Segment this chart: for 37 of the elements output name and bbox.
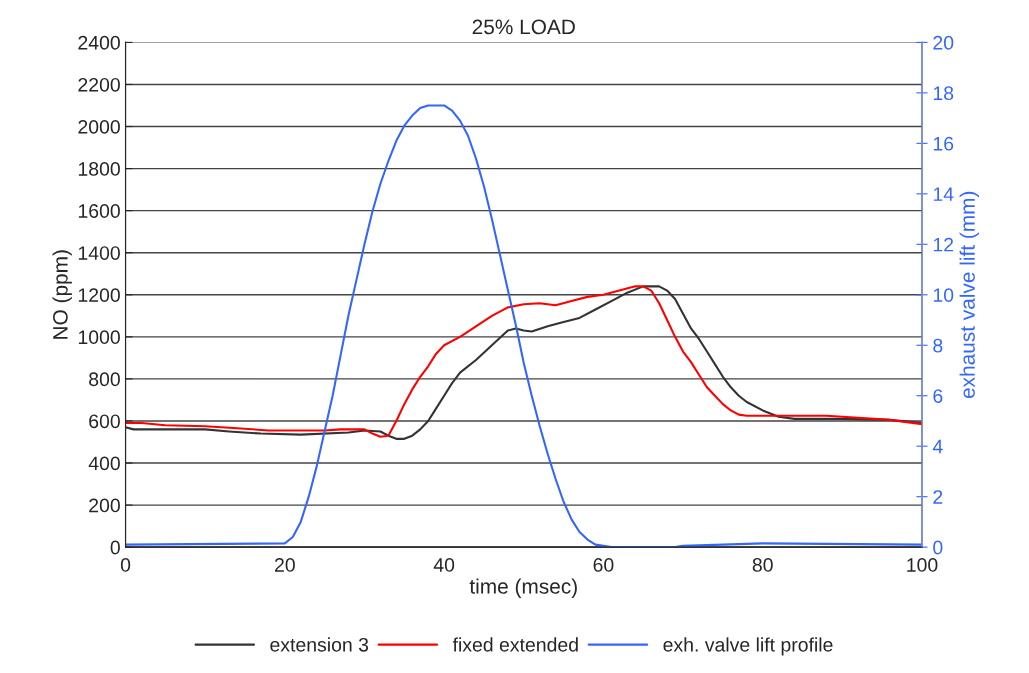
y2-tick-label: 20 — [933, 35, 954, 50]
x-tick-label: 100 — [907, 558, 938, 572]
x-tick-label: 80 — [752, 558, 773, 572]
x-tick-label: 40 — [433, 558, 455, 572]
y2-tick-label: 4 — [932, 439, 943, 454]
y-axis-title: NO (ppm) — [52, 250, 72, 339]
y2-tick-label: 16 — [933, 136, 954, 151]
y-tick-label: 2200 — [78, 77, 120, 92]
x-tick-label: 0 — [120, 558, 131, 572]
y2-tick-label: 10 — [933, 288, 954, 303]
y-tick-label: 2400 — [78, 35, 120, 50]
y2-tick-label: 18 — [933, 86, 954, 101]
legend-label: exh. valve lift profile — [663, 637, 833, 656]
x-tick-label: 60 — [593, 558, 614, 572]
y-tick-label: 400 — [88, 456, 120, 471]
y2-tick-label: 2 — [933, 490, 943, 504]
y-tick-label: 200 — [89, 498, 120, 513]
chart-title: 25% LOAD — [472, 19, 575, 35]
x-axis-title: time (msec) — [469, 578, 577, 598]
y2-tick-label: 14 — [933, 187, 954, 201]
y-tick-label: 2000 — [78, 119, 120, 134]
y-tick-label: 800 — [89, 372, 120, 387]
y-tick-label: 0 — [110, 540, 120, 555]
y2-tick-label: 6 — [933, 389, 943, 403]
x-tick-label: 20 — [274, 558, 295, 572]
y2-axis-title: exhaust valve lift (mm) — [959, 191, 979, 399]
y2-tick-label: 0 — [933, 540, 943, 555]
y-tick-label: 1800 — [78, 162, 120, 176]
y-tick-label: 600 — [89, 414, 120, 429]
y-tick-label: 1600 — [78, 204, 120, 218]
y-tick-label: 1000 — [78, 330, 120, 345]
y-tick-label: 1200 — [78, 288, 120, 303]
y2-tick-label: 8 — [933, 338, 943, 353]
legend-label: extension 3 — [270, 637, 369, 652]
y-tick-label: 1400 — [78, 246, 120, 260]
y2-tick-label: 12 — [933, 237, 954, 252]
legend-label: fixed extended — [452, 637, 578, 652]
